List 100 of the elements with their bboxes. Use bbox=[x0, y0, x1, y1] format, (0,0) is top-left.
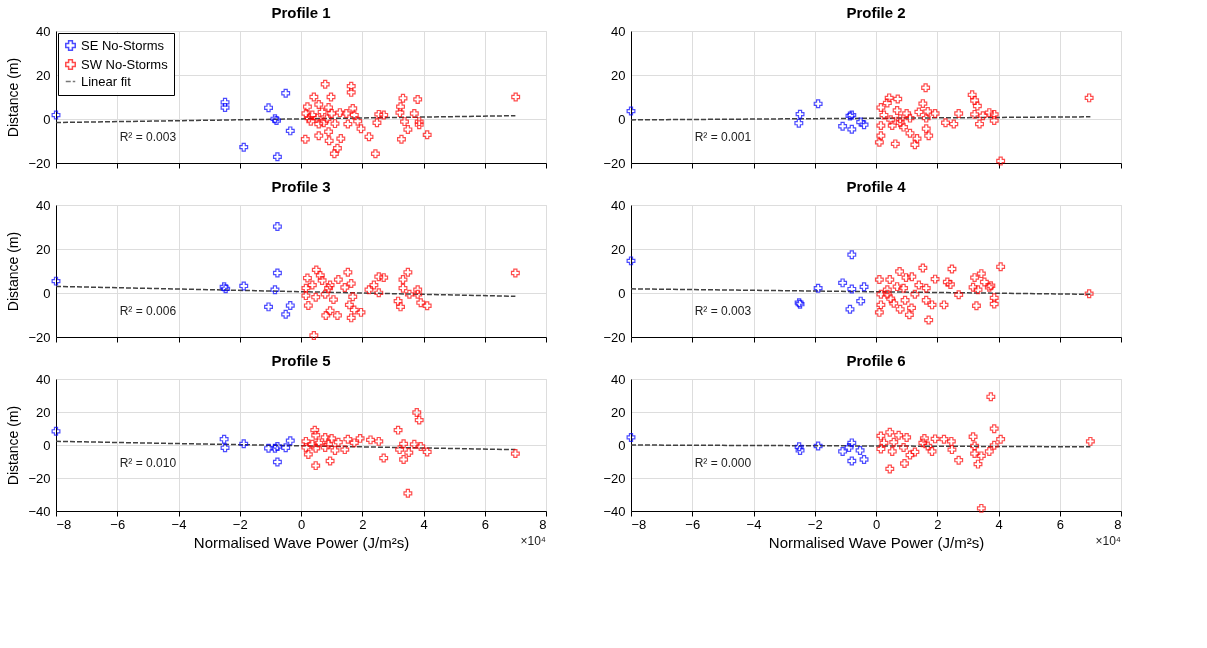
point bbox=[895, 266, 905, 276]
point bbox=[895, 304, 905, 314]
point bbox=[847, 250, 857, 260]
point bbox=[813, 441, 823, 451]
point bbox=[285, 301, 295, 311]
point bbox=[340, 283, 350, 292]
point bbox=[315, 270, 325, 280]
point bbox=[356, 124, 366, 134]
point bbox=[317, 275, 327, 285]
point bbox=[884, 93, 894, 103]
point bbox=[364, 132, 374, 142]
point bbox=[887, 446, 897, 456]
point bbox=[348, 292, 358, 302]
point bbox=[859, 282, 869, 292]
point bbox=[899, 122, 909, 132]
y-tick-label: 20 bbox=[36, 67, 51, 83]
point bbox=[364, 285, 374, 295]
y-tick-label: −40 bbox=[603, 503, 626, 519]
point bbox=[51, 426, 61, 436]
point bbox=[927, 446, 937, 456]
y-tick-label: 20 bbox=[36, 404, 51, 420]
point bbox=[886, 294, 896, 304]
x-tick-label: −4 bbox=[746, 516, 762, 532]
point bbox=[409, 109, 419, 118]
point bbox=[882, 285, 892, 295]
x-tick-label: −2 bbox=[807, 516, 823, 532]
point bbox=[900, 295, 910, 305]
y-tick-label: 40 bbox=[611, 371, 626, 387]
point bbox=[924, 315, 934, 325]
text: ×10⁴ bbox=[520, 534, 546, 548]
point bbox=[876, 444, 886, 454]
point bbox=[281, 88, 291, 98]
point bbox=[356, 307, 366, 317]
point bbox=[314, 438, 324, 448]
point bbox=[311, 443, 321, 453]
y-tick-label: 40 bbox=[36, 23, 51, 39]
point bbox=[838, 121, 848, 131]
point bbox=[414, 415, 424, 425]
point bbox=[973, 285, 983, 295]
point bbox=[892, 105, 902, 115]
y-axis-title: Distance (m) bbox=[4, 231, 21, 312]
x-tick-label: 4 bbox=[995, 516, 1003, 532]
point bbox=[510, 268, 520, 278]
point bbox=[346, 279, 356, 289]
point bbox=[324, 103, 334, 113]
point bbox=[795, 109, 805, 119]
point bbox=[905, 113, 915, 123]
point bbox=[220, 97, 230, 107]
chart-title: Profile 3 bbox=[271, 178, 331, 195]
point bbox=[311, 265, 321, 275]
point bbox=[333, 275, 343, 285]
point bbox=[324, 127, 334, 137]
point bbox=[893, 94, 903, 104]
point bbox=[910, 447, 920, 457]
y-tick-label: 20 bbox=[611, 404, 626, 420]
point bbox=[918, 263, 928, 273]
point bbox=[281, 443, 291, 453]
point bbox=[921, 283, 931, 293]
annotation: R² = 0.003 bbox=[694, 304, 752, 318]
point bbox=[847, 284, 857, 294]
point bbox=[986, 392, 996, 402]
y-tick-label: −20 bbox=[28, 155, 51, 171]
point bbox=[285, 126, 295, 136]
point bbox=[1084, 289, 1094, 299]
point bbox=[330, 119, 340, 129]
point bbox=[309, 330, 319, 340]
point bbox=[989, 440, 999, 450]
y-tick-label: −20 bbox=[603, 155, 626, 171]
y-tick-label: 40 bbox=[36, 371, 51, 387]
point bbox=[309, 92, 319, 102]
point bbox=[220, 103, 230, 113]
x-tick-label: 0 bbox=[872, 516, 881, 532]
point bbox=[973, 459, 983, 469]
point bbox=[349, 438, 359, 448]
point bbox=[907, 272, 917, 282]
point bbox=[422, 130, 432, 140]
point bbox=[970, 96, 980, 105]
point bbox=[626, 256, 636, 266]
point bbox=[1085, 436, 1095, 446]
point bbox=[324, 136, 334, 146]
point bbox=[335, 108, 345, 118]
point bbox=[302, 102, 312, 112]
point bbox=[838, 278, 848, 288]
y-tick-label: −20 bbox=[603, 329, 626, 345]
point bbox=[510, 449, 520, 459]
y-tick-label: −20 bbox=[603, 470, 626, 486]
point bbox=[838, 446, 848, 456]
point bbox=[879, 438, 889, 448]
point bbox=[340, 445, 350, 455]
point bbox=[399, 439, 409, 449]
point bbox=[882, 98, 892, 108]
point bbox=[907, 303, 916, 313]
point bbox=[320, 79, 330, 89]
legend-label: SW No-Storms bbox=[81, 56, 169, 72]
y-tick-label: 40 bbox=[611, 197, 626, 213]
point bbox=[343, 434, 353, 444]
x-tick-label: 6 bbox=[481, 516, 489, 532]
point bbox=[847, 438, 857, 448]
legend-label: SE No-Storms bbox=[81, 37, 165, 53]
point bbox=[912, 134, 922, 144]
